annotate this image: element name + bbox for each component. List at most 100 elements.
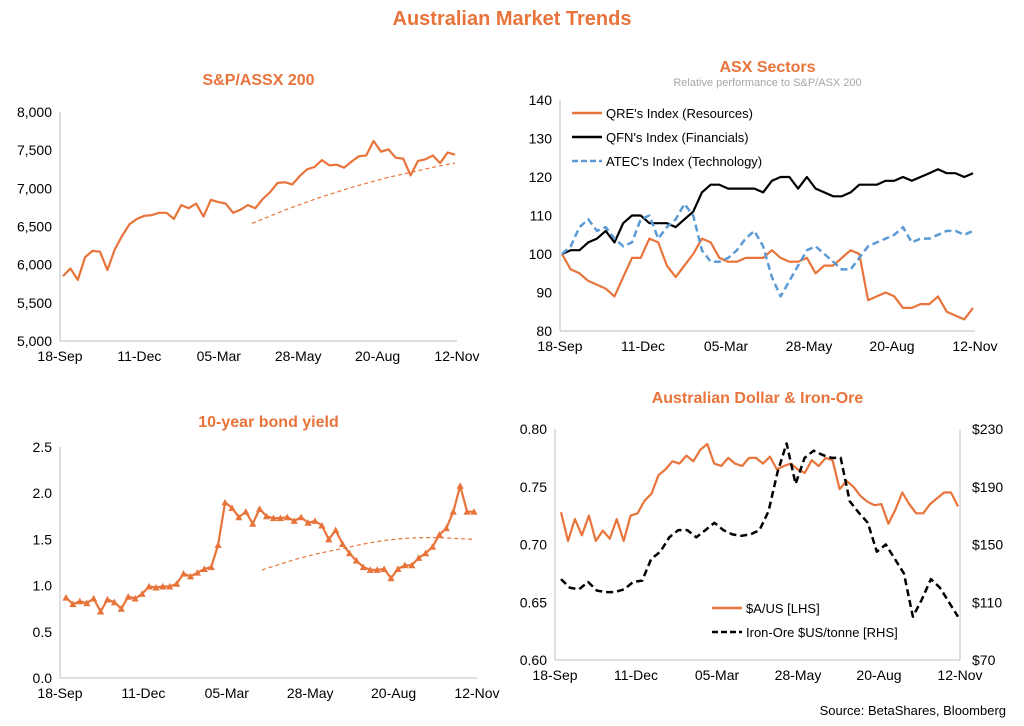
series-marker xyxy=(290,517,298,524)
chart-aud_iron: Australian Dollar & Iron-Ore 18-Sep 11-Dec… xyxy=(520,390,1004,683)
series-marker xyxy=(124,593,132,600)
y-tick-label: 110 xyxy=(530,208,553,224)
y-tick-label: 0.75 xyxy=(520,479,547,495)
x-tick-label: 11-Dec xyxy=(614,667,658,683)
series-marker xyxy=(332,526,340,534)
series-marker xyxy=(339,540,347,548)
series-marker xyxy=(352,557,361,564)
series-marker xyxy=(415,554,423,561)
series-marker xyxy=(428,543,437,550)
series-marker xyxy=(83,599,91,607)
series-marker xyxy=(408,561,416,569)
source-note: Source: BetaShares, Bloomberg xyxy=(819,703,1006,718)
y-tick-label: 90 xyxy=(536,285,552,301)
series-marker xyxy=(421,549,430,557)
x-tick-label: 20-Aug xyxy=(371,685,416,701)
series-marker xyxy=(221,498,229,506)
x-tick-label: 20-Aug xyxy=(355,348,400,364)
x-tick-label: 28-May xyxy=(287,685,334,701)
series-marker xyxy=(242,508,250,515)
y-tick-label: 2.0 xyxy=(33,485,53,501)
y-tick-label: 0.65 xyxy=(520,594,547,610)
y-tick-label: 5,500 xyxy=(17,295,52,311)
y-tick-label: 0.70 xyxy=(520,537,547,553)
series-marker xyxy=(110,598,119,606)
series-marker xyxy=(76,597,84,605)
series-marker xyxy=(442,524,450,532)
x-tick-label: 28-May xyxy=(275,348,322,364)
chart-title: ASX Sectors xyxy=(719,59,815,76)
series-marker xyxy=(159,582,167,590)
x-tick-label: 11-Dec xyxy=(121,685,165,701)
y-tick-label-right: $110 xyxy=(972,594,1002,610)
series-marker xyxy=(249,520,257,527)
series-marker xyxy=(359,563,367,571)
x-tick-label: 18-Sep xyxy=(537,338,582,354)
y-tick-label: 80 xyxy=(536,323,552,339)
y-tick-label: 8,000 xyxy=(17,104,52,120)
y-tick-label: 7,500 xyxy=(17,142,52,158)
y-tick-label: 1.0 xyxy=(33,578,53,594)
y-tick-label: 0.0 xyxy=(33,670,53,686)
chart-title: 10-year bond yield xyxy=(198,414,339,431)
series-marker xyxy=(96,607,105,615)
series-marker xyxy=(456,482,464,489)
y-tick-label: 7,000 xyxy=(17,180,52,196)
series-marker xyxy=(262,512,271,520)
series-marker xyxy=(366,566,374,573)
y-tick-label: 0.60 xyxy=(520,652,547,668)
series-marker xyxy=(394,565,402,572)
series-line-1 xyxy=(261,537,475,571)
series-marker xyxy=(179,569,188,577)
y-tick-label: 5,000 xyxy=(17,333,52,349)
series-marker xyxy=(207,563,215,571)
series-marker xyxy=(470,508,478,515)
y-tick-label: 2.5 xyxy=(33,439,53,455)
series-marker xyxy=(214,541,222,548)
series-marker xyxy=(62,594,70,601)
series-marker xyxy=(269,514,278,522)
y-tick-label: 130 xyxy=(529,131,553,147)
series-marker xyxy=(152,583,160,591)
x-tick-label: 12-Nov xyxy=(434,348,479,364)
x-tick-label: 12-Nov xyxy=(937,667,982,683)
series-marker xyxy=(193,569,201,576)
legend-label: QFN's Index (Financials) xyxy=(606,130,749,145)
series-marker xyxy=(200,565,208,572)
chart-title: S&P/ASSX 200 xyxy=(202,72,314,89)
y-tick-label-right: $230 xyxy=(972,421,1003,437)
series-marker xyxy=(463,508,471,515)
legend-label: QRE's Index (Resources) xyxy=(606,106,753,121)
series-marker xyxy=(145,582,153,590)
y-tick-label-right: $70 xyxy=(972,652,996,668)
chart-subtitle: Relative performance to S&P/ASX 200 xyxy=(673,77,861,89)
series-marker xyxy=(304,519,312,526)
legend-label: $A/US [LHS] xyxy=(746,601,820,616)
y-tick-label: 140 xyxy=(529,92,553,108)
series-marker xyxy=(380,565,388,572)
series-line-0 xyxy=(561,237,974,321)
series-marker xyxy=(131,594,139,602)
series-marker xyxy=(138,590,146,597)
chart-bond: 10-year bond yield 18-Sep 11-Dec 05-Mar 28-M… xyxy=(33,414,500,701)
y-tick-label: 120 xyxy=(529,169,553,185)
y-tick-label-right: $190 xyxy=(972,479,1003,495)
series-marker xyxy=(435,531,444,538)
series-marker xyxy=(228,504,236,511)
series-line-2 xyxy=(561,202,974,298)
x-tick-label: 20-Aug xyxy=(856,667,901,683)
series-marker xyxy=(173,580,181,587)
y-tick-label-right: $150 xyxy=(972,537,1003,553)
y-tick-label: 100 xyxy=(529,246,553,262)
y-tick-label: 0.5 xyxy=(33,624,53,640)
y-tick-label: 1.5 xyxy=(33,531,53,547)
x-tick-label: 18-Sep xyxy=(532,667,577,683)
series-marker xyxy=(235,513,243,521)
main-title: Australian Market Trends xyxy=(392,8,632,30)
series-marker xyxy=(311,517,319,524)
x-tick-label: 18-Sep xyxy=(37,348,82,364)
series-line-1 xyxy=(251,162,456,224)
x-tick-label: 28-May xyxy=(786,338,833,354)
series-marker xyxy=(401,561,409,569)
